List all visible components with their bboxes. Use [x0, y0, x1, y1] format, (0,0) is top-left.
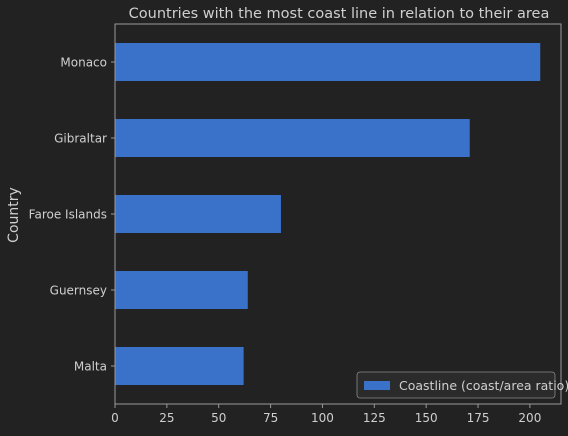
plot-frame — [114, 23, 562, 405]
y-tick-labels: Monaco Gibraltar Faroe Islands Guernsey Malt… — [29, 56, 115, 374]
x-tick-label: 175 — [467, 411, 490, 425]
x-tick-label: 0 — [111, 411, 119, 425]
y-axis-label: Country — [6, 187, 22, 243]
x-tick-label: 150 — [415, 411, 438, 425]
bar-guernsey — [115, 271, 248, 309]
x-tick-label: 25 — [159, 411, 174, 425]
bar-malta — [115, 347, 244, 385]
y-tick-label: Guernsey — [50, 284, 107, 298]
x-tick-label: 125 — [363, 411, 386, 425]
chart-title: Countries with the most coast line in re… — [129, 6, 550, 22]
x-tick-labels: 0 25 50 75 100 125 150 175 200 — [111, 404, 541, 425]
bars-group — [115, 43, 541, 385]
x-tick-label: 75 — [263, 411, 278, 425]
y-tick-label: Malta — [74, 360, 107, 374]
x-tick-label: 100 — [311, 411, 334, 425]
y-tick-label: Faroe Islands — [29, 208, 107, 222]
bar-monaco — [115, 43, 541, 81]
x-tick-label: 200 — [518, 411, 541, 425]
bar-faroe-islands — [115, 195, 281, 233]
legend-swatch — [364, 381, 390, 390]
x-tick-label: 50 — [211, 411, 226, 425]
bar-gibraltar — [115, 119, 470, 157]
y-tick-label: Monaco — [60, 56, 107, 70]
legend-label: Coastline (coast/area ratio) — [399, 378, 568, 393]
y-tick-label: Gibraltar — [54, 132, 107, 146]
legend-box — [356, 371, 556, 399]
legend: Coastline (coast/area ratio) — [356, 371, 568, 399]
